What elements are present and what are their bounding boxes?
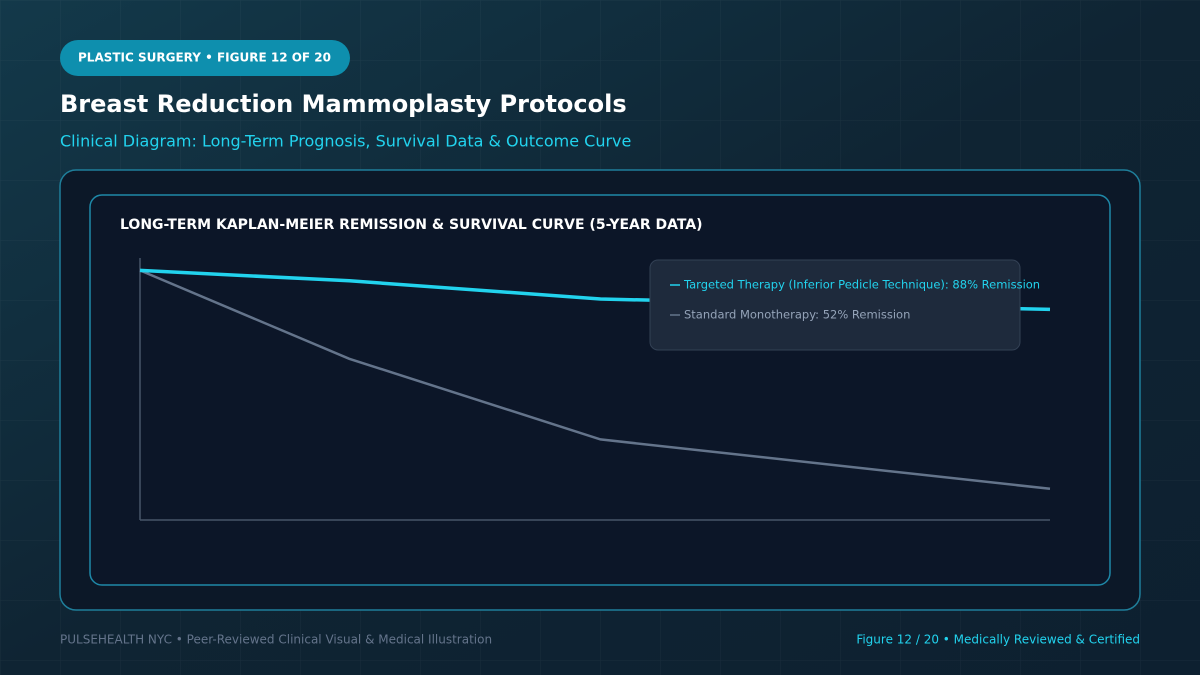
chart-title: LONG-TERM KAPLAN-MEIER REMISSION & SURVI… bbox=[120, 217, 703, 233]
badge bbox=[60, 40, 350, 76]
legend-label: Targeted Therapy (Inferior Pedicle Techn… bbox=[683, 278, 1040, 292]
series-line bbox=[139, 269, 1051, 491]
chart-panel bbox=[89, 194, 1111, 586]
title: Breast Reduction Mammoplasty Protocols bbox=[60, 90, 627, 118]
badge-text: PLASTIC SURGERY • FIGURE 12 OF 20 bbox=[78, 51, 331, 65]
footer-right: Figure 12 / 20 • Medically Reviewed & Ce… bbox=[856, 633, 1140, 647]
subtitle: Clinical Diagram: Long-Term Prognosis, S… bbox=[60, 132, 631, 151]
legend bbox=[649, 259, 1021, 351]
footer-left: PULSEHEALTH NYC • Peer-Reviewed Clinical… bbox=[60, 633, 492, 647]
legend-label: Standard Monotherapy: 52% Remission bbox=[684, 308, 910, 322]
